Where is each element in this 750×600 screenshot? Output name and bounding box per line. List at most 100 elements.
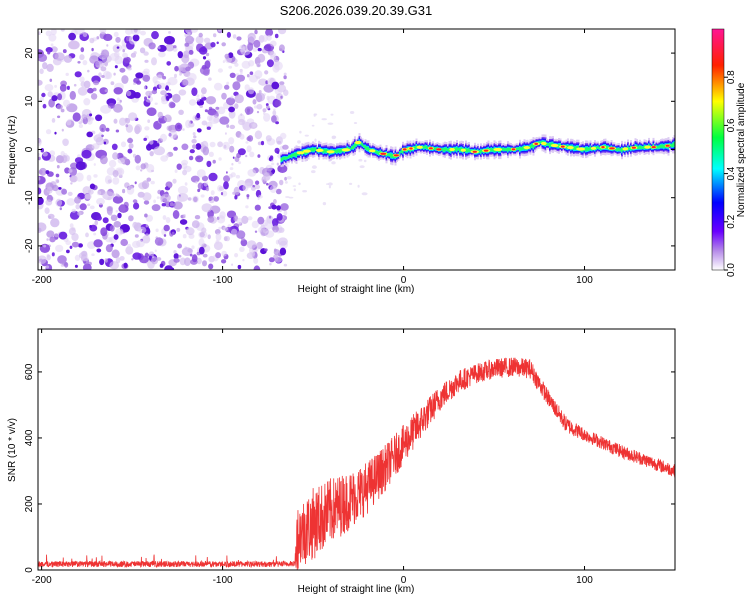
signal-track-segment: [295, 152, 298, 157]
noise-speckle: [269, 172, 273, 177]
noise-speckle: [265, 29, 274, 37]
signal-track-segment: [597, 146, 599, 149]
snr-frame: [37, 328, 676, 571]
signal-track-segment: [379, 150, 382, 154]
noise-speckle: [104, 258, 108, 263]
noise-speckle: [82, 263, 92, 270]
signal-track-segment: [670, 144, 673, 148]
noise-speckle: [113, 234, 119, 240]
noise-speckle: [224, 84, 230, 90]
noise-speckle: [151, 30, 159, 40]
spectrogram-x-ticks: -200 -100 0 100: [32, 29, 593, 286]
noise-speckle: [176, 227, 181, 232]
signal-hotspot-core: [472, 150, 477, 153]
noise-speckle: [229, 145, 235, 153]
signal-hotspot-core: [609, 147, 615, 150]
noise-speckle: [132, 221, 138, 229]
noise-speckle: [357, 184, 360, 188]
snr-series-line: [38, 357, 675, 570]
signal-track-segment: [399, 151, 401, 155]
noise-speckle: [200, 142, 204, 146]
spectrogram-signal-track: [280, 133, 675, 168]
noise-speckle: [204, 109, 208, 113]
signal-track-segment: [520, 147, 523, 151]
noise-speckle: [223, 175, 231, 183]
noise-speckle: [78, 251, 88, 260]
noise-speckle: [143, 200, 150, 205]
noise-speckle: [87, 203, 91, 207]
noise-speckle: [208, 77, 212, 81]
signal-hotspot-core: [631, 146, 637, 149]
noise-speckle: [349, 182, 353, 185]
noise-speckle: [56, 179, 60, 183]
noise-speckle: [66, 249, 70, 254]
noise-speckle: [45, 170, 50, 175]
noise-speckle: [271, 204, 277, 210]
noise-speckle: [224, 53, 230, 59]
signal-track-segment: [547, 143, 550, 146]
signal-track-segment: [444, 147, 446, 152]
noise-speckle: [254, 70, 263, 79]
spectrogram-y-tick-label: 20: [24, 47, 35, 59]
signal-track-segment: [355, 143, 358, 147]
noise-speckle: [363, 159, 367, 163]
signal-hotspot: [296, 151, 305, 155]
noise-speckle: [246, 240, 257, 250]
signal-track-segment: [531, 144, 533, 148]
noise-speckle: [123, 56, 131, 64]
noise-speckle: [57, 115, 61, 119]
noise-speckle: [231, 263, 234, 266]
noise-speckle: [123, 262, 128, 269]
noise-speckle: [286, 176, 292, 180]
noise-speckle: [313, 113, 316, 117]
noise-speckle: [256, 103, 263, 110]
noise-speckle: [80, 81, 86, 88]
noise-speckle: [144, 252, 149, 258]
noise-speckle: [114, 51, 120, 58]
noise-speckle: [89, 113, 93, 117]
noise-speckle: [208, 197, 212, 202]
signal-track-segment: [312, 147, 314, 152]
noise-speckle: [228, 52, 234, 59]
noise-speckle: [210, 190, 215, 196]
noise-speckle: [311, 165, 317, 169]
noise-speckle: [51, 252, 55, 257]
signal-track-segment: [286, 156, 289, 159]
noise-speckle: [151, 256, 159, 265]
signal-track-segment: [310, 148, 313, 152]
noise-speckle: [328, 185, 331, 189]
snr-x-tick-label: -100: [213, 575, 233, 586]
signal-hotspot: [523, 146, 530, 150]
noise-speckle: [128, 215, 134, 222]
signal-track-segment: [505, 148, 508, 151]
signal-track-segment: [558, 144, 560, 148]
noise-speckle: [158, 51, 166, 58]
noise-speckle: [283, 89, 289, 96]
noise-speckle: [114, 65, 118, 69]
noise-speckle: [161, 203, 166, 207]
signal-hotspot: [315, 148, 324, 152]
noise-speckle: [93, 80, 100, 86]
noise-speckle: [222, 60, 225, 64]
noise-speckle: [60, 29, 65, 32]
noise-speckle: [160, 133, 167, 142]
noise-speckle: [121, 44, 127, 51]
signal-track-segment: [334, 150, 337, 153]
noise-speckle: [183, 165, 192, 173]
signal-track-segment: [522, 146, 524, 150]
noise-speckle: [61, 128, 64, 132]
noise-speckle: [148, 42, 156, 50]
noise-speckle: [74, 264, 78, 268]
noise-speckle: [187, 73, 197, 82]
noise-speckle: [82, 32, 88, 38]
noise-speckle: [93, 163, 96, 166]
noise-speckle: [154, 237, 164, 246]
noise-speckle: [110, 214, 118, 221]
noise-speckle: [304, 134, 309, 137]
noise-speckle: [116, 97, 120, 102]
snr-y-tick-label: 200: [24, 495, 35, 512]
noise-speckle: [153, 199, 157, 204]
noise-speckle: [133, 29, 138, 33]
noise-speckle: [202, 69, 210, 76]
noise-speckle: [40, 148, 44, 153]
